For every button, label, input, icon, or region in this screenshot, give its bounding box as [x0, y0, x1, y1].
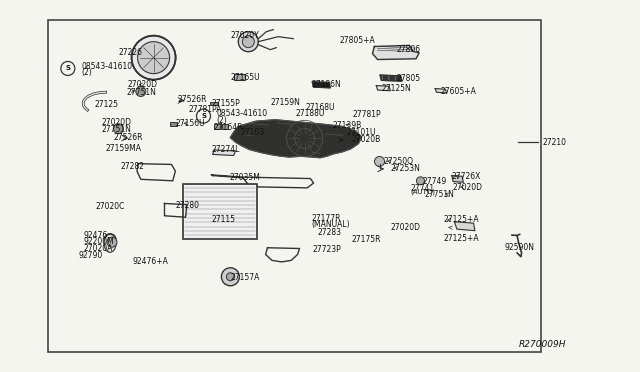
Circle shape — [138, 42, 170, 74]
Text: 27103: 27103 — [241, 128, 265, 137]
Text: S: S — [65, 65, 70, 71]
Text: 27274L: 27274L — [211, 145, 239, 154]
Text: 27159N: 27159N — [271, 98, 301, 107]
Text: 27168U: 27168U — [305, 103, 335, 112]
Polygon shape — [212, 150, 236, 155]
Text: 27605+A: 27605+A — [441, 87, 477, 96]
Ellipse shape — [104, 234, 116, 252]
Bar — [222, 124, 228, 129]
Text: 27125+A: 27125+A — [444, 215, 479, 224]
Text: 27156U: 27156U — [175, 119, 205, 128]
Text: 27250Q: 27250Q — [384, 157, 414, 166]
Text: 27020D: 27020D — [390, 223, 420, 232]
Bar — [48, 20, 541, 352]
Text: 27115: 27115 — [211, 215, 236, 224]
Bar — [170, 122, 177, 126]
Text: 27020D: 27020D — [452, 183, 483, 192]
Text: 27186N: 27186N — [311, 80, 340, 89]
Bar — [214, 124, 221, 129]
Text: 27283: 27283 — [317, 228, 342, 237]
Text: 27177R: 27177R — [312, 214, 341, 223]
Text: 92200M: 92200M — [84, 237, 115, 246]
Text: 27139B: 27139B — [332, 121, 362, 130]
Circle shape — [221, 268, 239, 286]
Text: 27020C: 27020C — [96, 202, 125, 211]
Circle shape — [243, 36, 254, 48]
Text: 27159MA: 27159MA — [106, 144, 141, 153]
Text: 27526R: 27526R — [114, 133, 143, 142]
Text: 27526R: 27526R — [178, 95, 207, 104]
Polygon shape — [230, 120, 362, 158]
Text: 27020D: 27020D — [101, 118, 131, 126]
Text: 27226: 27226 — [118, 48, 143, 57]
Text: 27723P: 27723P — [313, 245, 342, 254]
Text: 27282: 27282 — [120, 162, 144, 171]
Text: 27020A: 27020A — [84, 244, 113, 253]
Polygon shape — [454, 222, 475, 231]
Text: (AUTO): (AUTO) — [410, 189, 435, 195]
Circle shape — [104, 234, 116, 246]
Polygon shape — [435, 89, 447, 93]
Text: 27020B: 27020B — [351, 135, 381, 144]
Text: 27165U: 27165U — [230, 73, 260, 81]
Text: 27035M: 27035M — [229, 173, 260, 182]
Circle shape — [107, 237, 117, 247]
Circle shape — [132, 36, 175, 80]
Text: R270009H: R270009H — [519, 340, 566, 349]
Text: 27726X: 27726X — [451, 172, 481, 181]
Text: 27781P: 27781P — [353, 110, 381, 119]
Circle shape — [417, 177, 424, 185]
Text: 92590N: 92590N — [505, 243, 535, 251]
Text: S: S — [201, 113, 206, 119]
Text: 27741: 27741 — [410, 185, 435, 193]
Text: (MANUAL): (MANUAL) — [312, 220, 350, 229]
Text: 27805+A: 27805+A — [339, 36, 375, 45]
Bar — [210, 102, 218, 105]
Text: 27280: 27280 — [175, 201, 200, 210]
Text: 27751N: 27751N — [101, 125, 131, 134]
Text: 92476: 92476 — [84, 231, 108, 240]
Text: 92476+A: 92476+A — [132, 257, 168, 266]
Text: 27751N: 27751N — [424, 190, 454, 199]
Text: (2): (2) — [81, 68, 92, 77]
Text: 08543-41610: 08543-41610 — [216, 109, 268, 118]
Bar — [183, 184, 257, 239]
Text: 27164R: 27164R — [213, 124, 243, 132]
Text: 27020D: 27020D — [128, 80, 158, 89]
Text: 27125: 27125 — [95, 100, 119, 109]
Polygon shape — [372, 45, 419, 60]
Text: 27749: 27749 — [422, 177, 447, 186]
Polygon shape — [312, 82, 330, 88]
Circle shape — [374, 157, 385, 166]
Circle shape — [113, 124, 124, 134]
Circle shape — [238, 32, 259, 52]
Text: 27155P: 27155P — [211, 99, 240, 108]
Circle shape — [227, 273, 234, 281]
Text: 27751N: 27751N — [126, 88, 156, 97]
Text: 27210: 27210 — [543, 138, 567, 147]
Text: 27188U: 27188U — [296, 109, 325, 118]
Text: 27781PA: 27781PA — [188, 105, 221, 114]
Text: 27157A: 27157A — [230, 273, 260, 282]
Text: 27020Y: 27020Y — [230, 31, 259, 40]
Polygon shape — [376, 86, 390, 91]
Circle shape — [136, 87, 146, 96]
Text: 27175R: 27175R — [351, 235, 381, 244]
Text: 08543-41610: 08543-41610 — [81, 62, 132, 71]
Text: 27805: 27805 — [397, 74, 421, 83]
Text: 27125N: 27125N — [381, 84, 411, 93]
Text: 27101U: 27101U — [346, 128, 376, 137]
Polygon shape — [380, 75, 402, 81]
Text: 27806: 27806 — [397, 45, 421, 54]
Polygon shape — [452, 176, 463, 182]
Text: (2): (2) — [216, 116, 227, 125]
Bar — [234, 74, 245, 80]
Text: 27253N: 27253N — [390, 164, 420, 173]
Text: 92790: 92790 — [78, 251, 102, 260]
Text: 27125+A: 27125+A — [444, 234, 479, 243]
